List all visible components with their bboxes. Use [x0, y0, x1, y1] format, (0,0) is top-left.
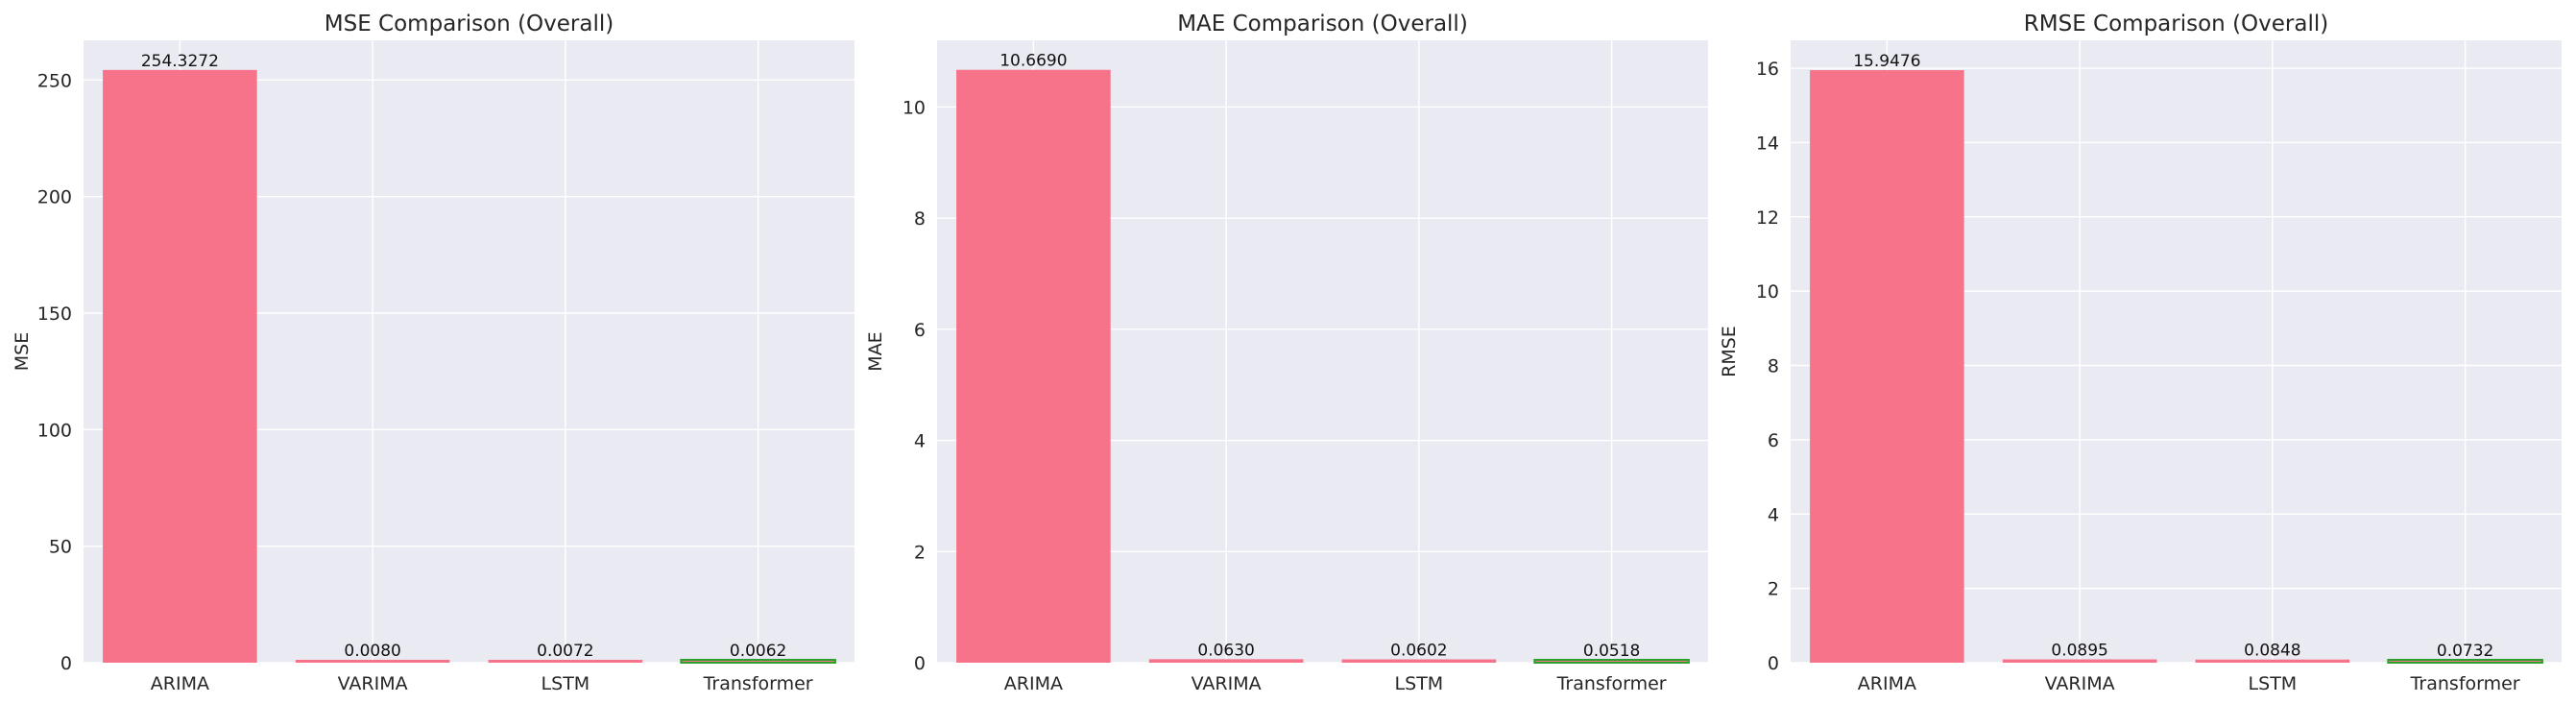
x-tick-label: Transformer	[2410, 673, 2520, 694]
chart-title: MSE Comparison (Overall)	[325, 12, 614, 36]
y-tick-label: 14	[1756, 133, 1779, 154]
value-label-arima: 254.3272	[141, 52, 219, 71]
y-tick-label: 4	[1768, 504, 1779, 525]
bar-arima	[1810, 70, 1964, 663]
y-axis-label: MSE	[12, 332, 33, 371]
value-label-varima: 0.0895	[2051, 642, 2107, 661]
bar-lstm	[1341, 659, 1497, 663]
x-tick-label: VARIMA	[2045, 673, 2115, 694]
value-label-transformer: 0.0062	[730, 642, 786, 661]
y-tick-label: 6	[1768, 430, 1779, 451]
bar-transformer	[680, 659, 836, 664]
y-tick-label: 200	[37, 187, 72, 208]
value-label-transformer: 0.0732	[2437, 642, 2493, 661]
y-tick-label: 100	[37, 420, 72, 441]
x-tick-label: LSTM	[2249, 673, 2298, 694]
chart-title: MAE Comparison (Overall)	[1177, 12, 1468, 36]
y-tick-label: 2	[1768, 579, 1779, 600]
y-axis-label: RMSE	[1719, 326, 1740, 377]
x-tick-label: LSTM	[1395, 673, 1444, 694]
bar-varima	[1148, 659, 1304, 663]
chart-title: RMSE Comparison (Overall)	[2024, 12, 2328, 36]
value-label-lstm: 0.0602	[1390, 642, 1447, 661]
bar-lstm	[488, 660, 643, 663]
bar-varima	[295, 660, 450, 663]
y-tick-label: 10	[1756, 281, 1779, 303]
y-tick-label: 150	[37, 303, 72, 325]
x-tick-label: Transformer	[1556, 673, 1667, 694]
chart-panel-mse: 254.3272 0.0080 0.0072 0.0062 0 50 100 150 200 25…	[12, 12, 855, 694]
y-axis-label: MAE	[865, 331, 886, 371]
y-tick-label: 0	[914, 653, 926, 674]
x-tick-label: Transformer	[703, 673, 813, 694]
bar-transformer	[1533, 659, 1690, 664]
value-label-arima: 15.9476	[1853, 52, 1920, 71]
bar-arima	[956, 69, 1111, 663]
chart-panel-mae: 10.6690 0.0630 0.0602 0.0518 0 2 4 6 8 10 ARIMA VAR…	[865, 12, 1708, 694]
y-tick-label: 4	[914, 431, 926, 452]
bar-arima	[103, 69, 257, 663]
y-tick-label: 0	[60, 653, 72, 674]
y-tick-label: 0	[1768, 653, 1779, 674]
y-tick-label: 16	[1756, 59, 1779, 80]
y-tick-label: 8	[1768, 356, 1779, 377]
y-tick-label: 250	[37, 70, 72, 91]
x-tick-label: LSTM	[542, 673, 590, 694]
value-label-transformer: 0.0518	[1583, 642, 1640, 661]
value-label-varima: 0.0080	[344, 642, 400, 661]
x-tick-label: VARIMA	[1192, 673, 1262, 694]
value-label-varima: 0.0630	[1197, 641, 1254, 660]
y-tick-label: 6	[914, 320, 926, 341]
bar-lstm	[2195, 659, 2350, 663]
y-tick-label: 12	[1756, 207, 1779, 229]
x-tick-label: ARIMA	[151, 673, 209, 694]
y-tick-label: 10	[903, 97, 926, 118]
y-tick-label: 8	[914, 208, 926, 230]
value-label-lstm: 0.0072	[537, 642, 593, 661]
chart-panel-rmse: 15.9476 0.0895 0.0848 0.0732 0 2 4 6 8 10 12 14 16 AR…	[1719, 12, 2562, 694]
bar-varima	[2002, 659, 2157, 663]
value-label-arima: 10.6690	[999, 52, 1067, 71]
y-tick-label: 2	[914, 542, 926, 563]
x-tick-label: VARIMA	[338, 673, 408, 694]
x-tick-label: ARIMA	[1858, 673, 1916, 694]
x-tick-label: ARIMA	[1004, 673, 1063, 694]
value-label-lstm: 0.0848	[2244, 642, 2300, 661]
bar-transformer	[2387, 659, 2543, 664]
y-tick-label: 50	[49, 537, 72, 558]
